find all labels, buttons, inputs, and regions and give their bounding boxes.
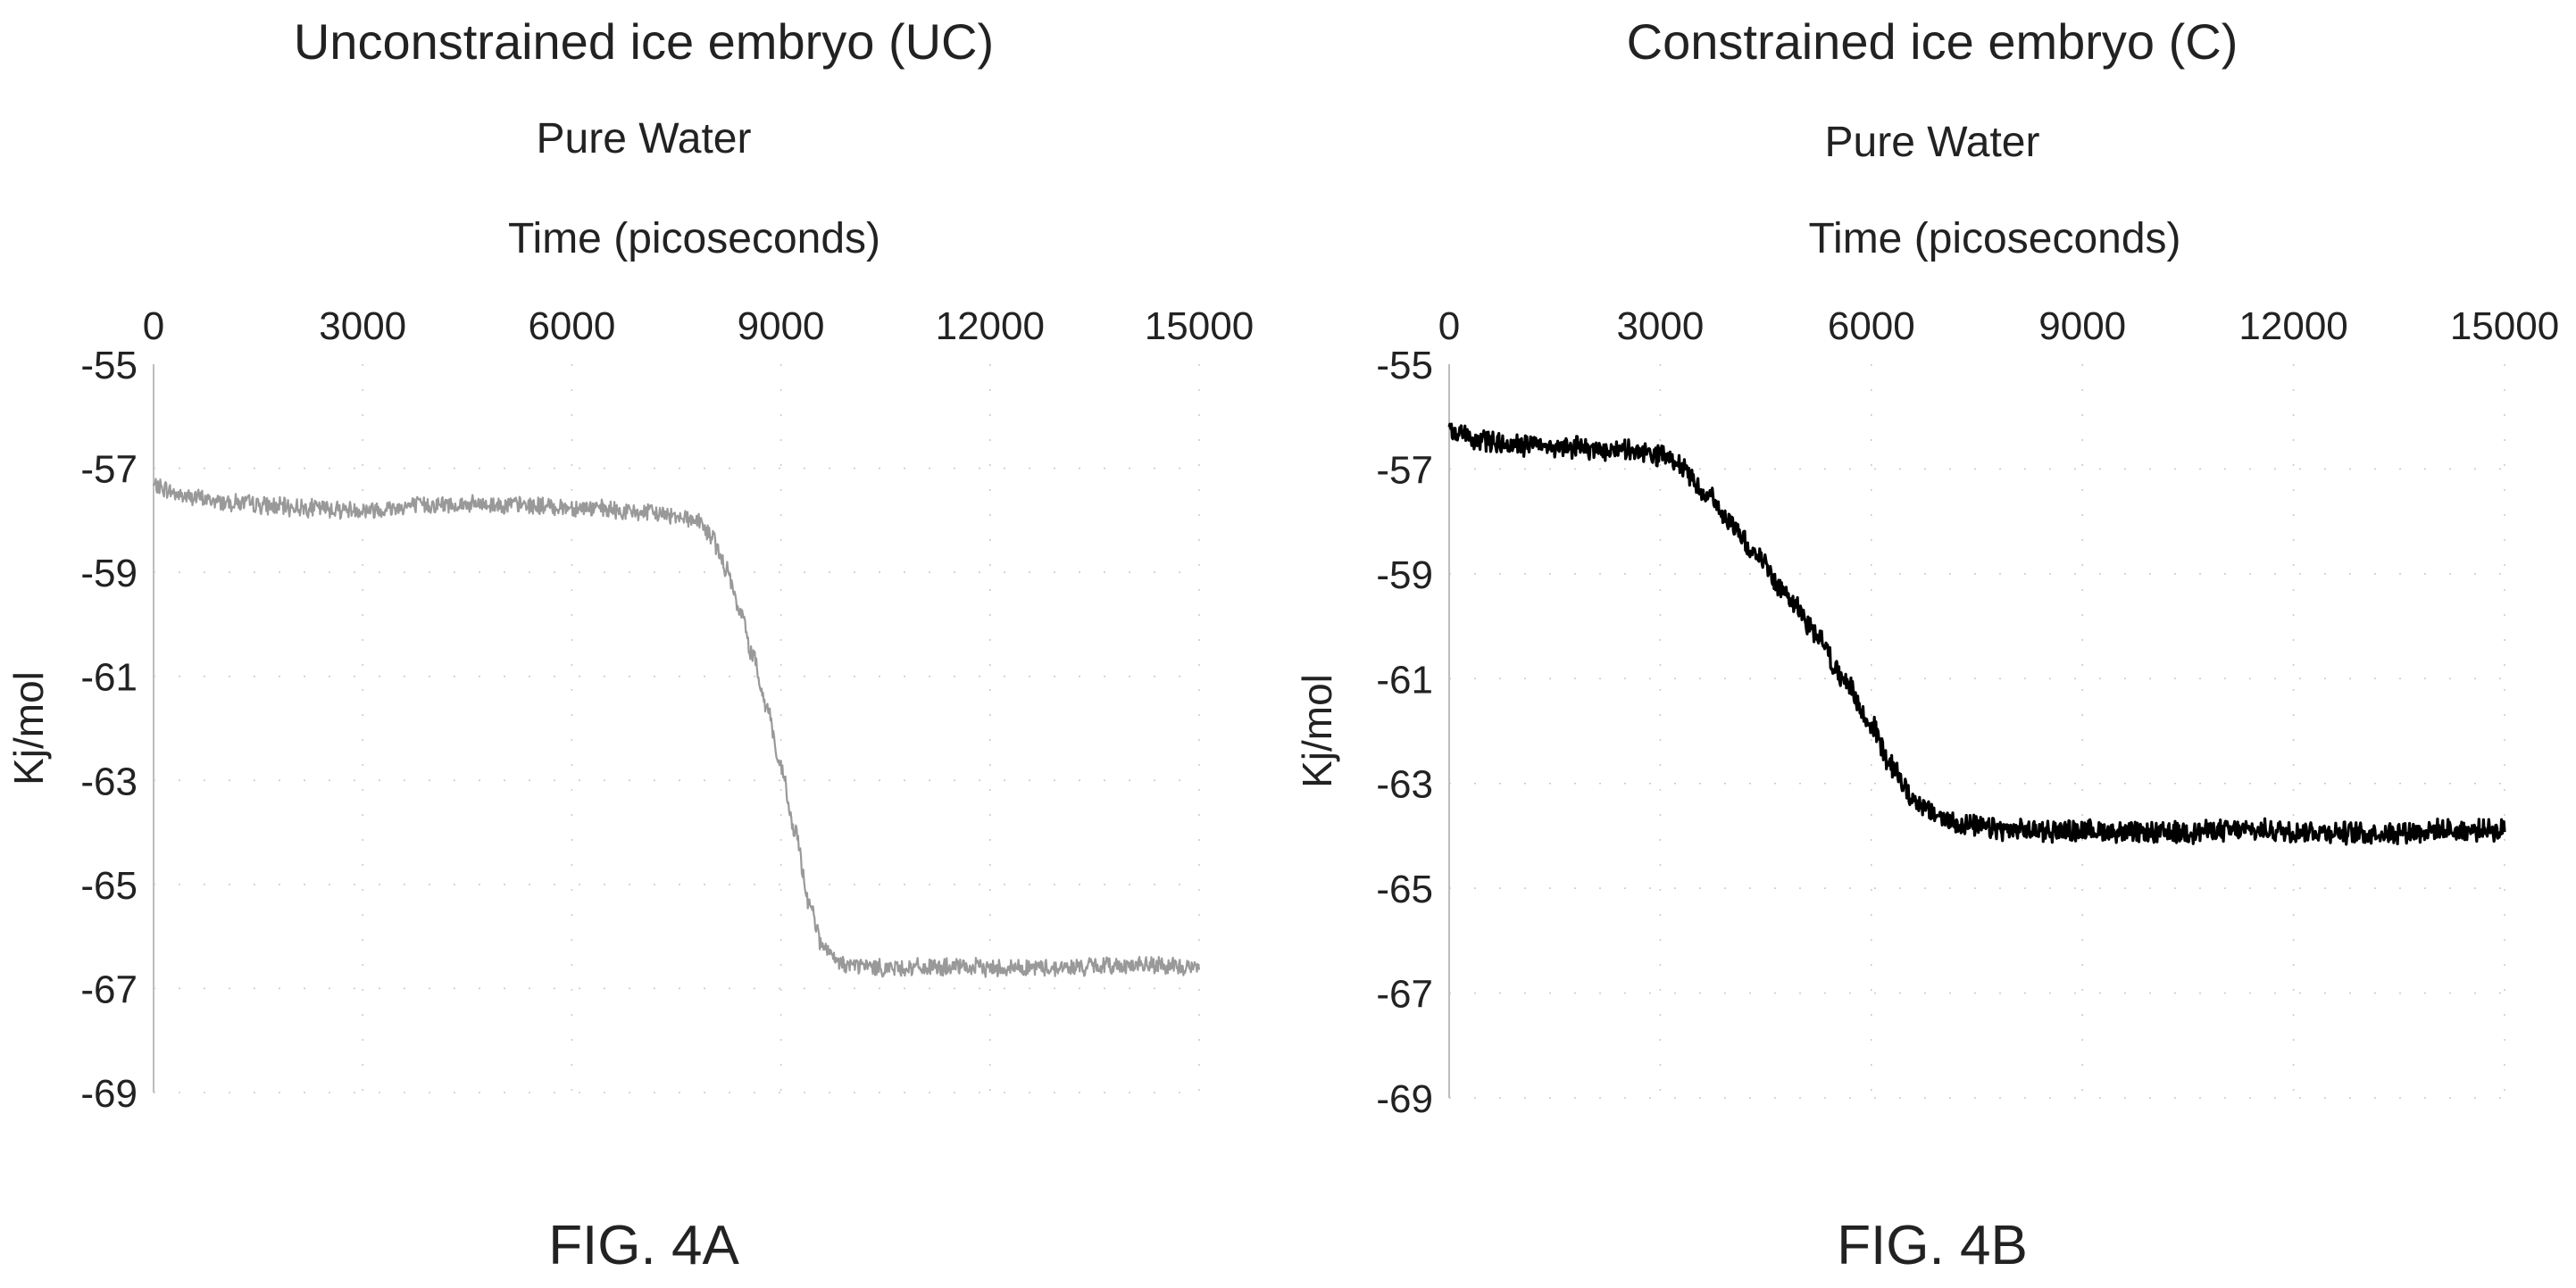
y-tick-label: -63 xyxy=(1376,763,1433,807)
y-tick-label: -55 xyxy=(80,344,138,387)
chart-panel-c: Constrained ice embryo (C) Pure Water FI… xyxy=(1288,0,2576,1288)
y-tick-label: -63 xyxy=(80,760,138,803)
y-tick-label: -59 xyxy=(80,552,138,595)
line-chart-c: 0 3000 6000 9000 12000 15000 -55 -57 -59 -61 -63 -6… xyxy=(1294,215,2559,1121)
y-tick-label: -65 xyxy=(80,864,138,908)
y-axis-label: Kj/mol xyxy=(5,671,52,785)
y-tick-label: -61 xyxy=(80,656,138,700)
x-tick-label: 9000 xyxy=(738,304,825,348)
gridlines xyxy=(154,364,1200,1093)
y-tick-label: -67 xyxy=(80,968,138,1011)
figure-label: FIG. 4A xyxy=(548,1215,739,1276)
x-axis-label: Time (picoseconds) xyxy=(508,215,880,262)
y-tick-label: -69 xyxy=(80,1072,138,1116)
x-tick-label: 12000 xyxy=(936,304,1045,348)
y-tick-label: -55 xyxy=(1376,344,1433,387)
x-tick-label: 9000 xyxy=(2038,304,2126,348)
y-tick-label: -69 xyxy=(1376,1077,1433,1121)
y-tick-label: -57 xyxy=(80,448,138,492)
x-tick-label: 3000 xyxy=(319,304,406,348)
x-tick-label: 6000 xyxy=(1828,304,1915,348)
x-tick-label: 0 xyxy=(1438,304,1460,348)
x-axis-label: Time (picoseconds) xyxy=(1808,215,2180,262)
x-tick-label: 3000 xyxy=(1616,304,1704,348)
y-tick-label: -65 xyxy=(1376,868,1433,911)
chart-subtitle: Pure Water xyxy=(536,115,752,162)
x-tick-label: 6000 xyxy=(528,304,615,348)
chart-title: Unconstrained ice embryo (UC) xyxy=(293,13,995,70)
x-tick-label: 12000 xyxy=(2238,304,2347,348)
x-tick-label: 15000 xyxy=(2450,304,2559,348)
y-tick-label: -61 xyxy=(1376,658,1433,702)
chart-panel-uc: Unconstrained ice embryo (UC) Pure Water… xyxy=(5,13,1254,1276)
y-tick-label: -59 xyxy=(1376,553,1433,597)
series-line xyxy=(152,478,1201,978)
x-tick-label: 0 xyxy=(143,304,164,348)
chart-title: Constrained ice embryo (C) xyxy=(1626,13,2238,70)
gridlines xyxy=(1449,364,2505,1099)
y-tick-label: -57 xyxy=(1376,448,1433,492)
series-line xyxy=(1447,422,2506,846)
line-chart-uc: 0 3000 6000 9000 12000 15000 -55 -57 -59 -61 -63 -6… xyxy=(5,215,1254,1116)
chart-subtitle: Pure Water xyxy=(1824,119,2040,166)
x-tick-label: 15000 xyxy=(1145,304,1254,348)
figure-label: FIG. 4B xyxy=(1837,1215,2028,1276)
y-axis-label: Kj/mol xyxy=(1294,674,1340,788)
y-tick-label: -67 xyxy=(1376,973,1433,1017)
